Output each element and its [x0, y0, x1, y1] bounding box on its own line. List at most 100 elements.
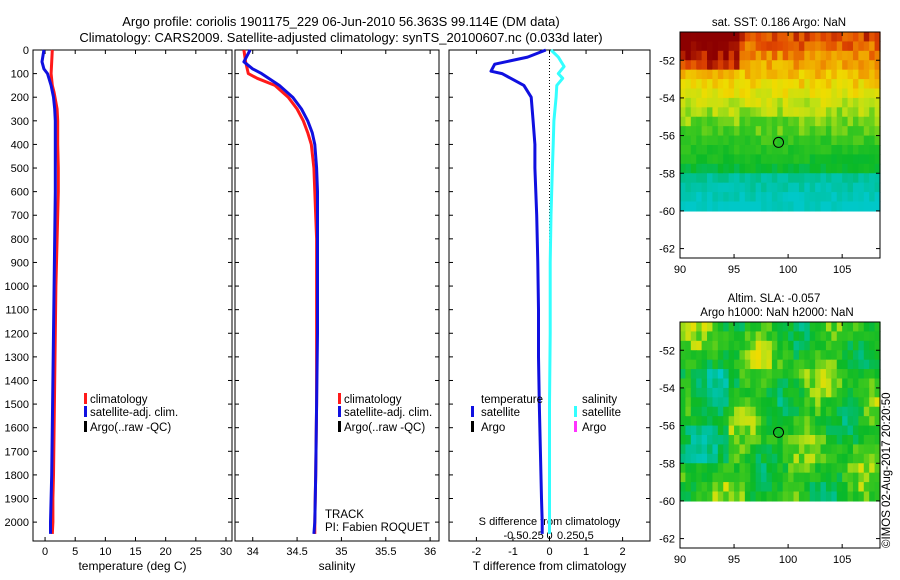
map-cell: [728, 145, 735, 156]
map-cell: [836, 192, 843, 203]
map-cell: [734, 435, 741, 446]
map-cell: [734, 32, 741, 43]
map-cell: [771, 444, 778, 455]
map-cell: [690, 154, 697, 165]
salinity-legend: climatology satellite-adj. clim. Argo(..…: [338, 393, 432, 434]
map-cell: [690, 378, 697, 389]
map-cell: [815, 463, 822, 474]
map-cell: [712, 107, 719, 118]
map-cell: [696, 60, 703, 71]
map-cell: [869, 416, 876, 427]
map-cell: [766, 182, 773, 193]
map-cell: [771, 387, 778, 398]
map-cell: [766, 97, 773, 108]
imos-timestamp: ©IMOS 02-Aug-2017 20:20:50: [881, 392, 893, 548]
map-cell: [815, 331, 822, 342]
map-cell: [690, 387, 697, 398]
map-cell: [869, 425, 876, 436]
map-cell: [852, 482, 859, 493]
map-cell: [863, 425, 870, 436]
map-cell: [804, 182, 811, 193]
map-cell: [744, 378, 751, 389]
map-cell: [858, 163, 865, 174]
map-cell: [761, 173, 768, 184]
map-cell: [723, 350, 730, 361]
map-cell: [761, 88, 768, 99]
map-cell: [777, 416, 784, 427]
map-cell: [820, 97, 827, 108]
map-cell: [685, 472, 692, 483]
map-cell: [798, 41, 805, 52]
map-cell: [793, 397, 800, 408]
map-cell: [750, 182, 757, 193]
map-cell: [761, 116, 768, 127]
legend-label-sal-satellite: satellite: [582, 407, 621, 419]
map-cell: [825, 50, 832, 61]
map-cell: [869, 331, 876, 342]
map-cell: [766, 482, 773, 493]
map-cell: [777, 107, 784, 118]
map-cell: [793, 416, 800, 427]
map-cell: [852, 435, 859, 446]
series-line-climatology: [242, 49, 319, 534]
map-cell: [815, 359, 822, 370]
x-tick-label: 25: [190, 546, 202, 558]
map-cell: [858, 32, 865, 43]
map-cell: [809, 173, 816, 184]
map-cell: [761, 322, 768, 333]
map-cell: [723, 444, 730, 455]
map-cell: [712, 359, 719, 370]
map-cell: [874, 60, 881, 71]
map-cell: [831, 182, 838, 193]
map-cell: [696, 491, 703, 502]
map-cell: [825, 453, 832, 464]
map-cell: [842, 79, 849, 90]
map-cell: [869, 69, 876, 80]
map-cell: [766, 444, 773, 455]
map-cell: [793, 444, 800, 455]
map-cell: [771, 135, 778, 146]
map-cell: [874, 472, 881, 483]
map-cell: [712, 331, 719, 342]
map-cell: [771, 482, 778, 493]
map-cell: [707, 88, 714, 99]
map-cell: [723, 69, 730, 80]
map-cell: [690, 482, 697, 493]
map-cell: [755, 88, 762, 99]
map-cell: [712, 350, 719, 361]
map-cell: [788, 444, 795, 455]
map-cell: [815, 88, 822, 99]
map-cell: [804, 32, 811, 43]
map-cell: [739, 50, 746, 61]
map-cell: [869, 340, 876, 351]
x2-tick-label: 0.5: [578, 530, 593, 542]
map-cell: [874, 322, 881, 333]
map-cell: [690, 32, 697, 43]
map-cell: [771, 463, 778, 474]
sst-map-title: sat. SST: 0.186 Argo: NaN: [712, 17, 846, 29]
map-cell: [782, 463, 789, 474]
map-cell: [685, 192, 692, 203]
legend-title-salinity: salinity: [582, 394, 617, 406]
map-cell: [723, 135, 730, 146]
map-cell: [852, 397, 859, 408]
map-cell: [804, 107, 811, 118]
map-cell: [728, 69, 735, 80]
map-cell: [696, 116, 703, 127]
map-cell: [825, 416, 832, 427]
map-cell: [788, 173, 795, 184]
map-cell: [852, 116, 859, 127]
map-cell: [793, 145, 800, 156]
map-cell: [755, 79, 762, 90]
series-line-satellite-adj-clim-: [40, 49, 57, 534]
map-cell: [842, 444, 849, 455]
track-label: TRACK: [325, 509, 364, 521]
map-cell: [761, 359, 768, 370]
map-cell: [701, 491, 708, 502]
map-cell: [685, 50, 692, 61]
y-tick-label: 600: [11, 187, 29, 199]
map-cell: [777, 69, 784, 80]
map-cell: [690, 41, 697, 52]
map-cell: [680, 192, 687, 203]
map-cell: [734, 453, 741, 464]
